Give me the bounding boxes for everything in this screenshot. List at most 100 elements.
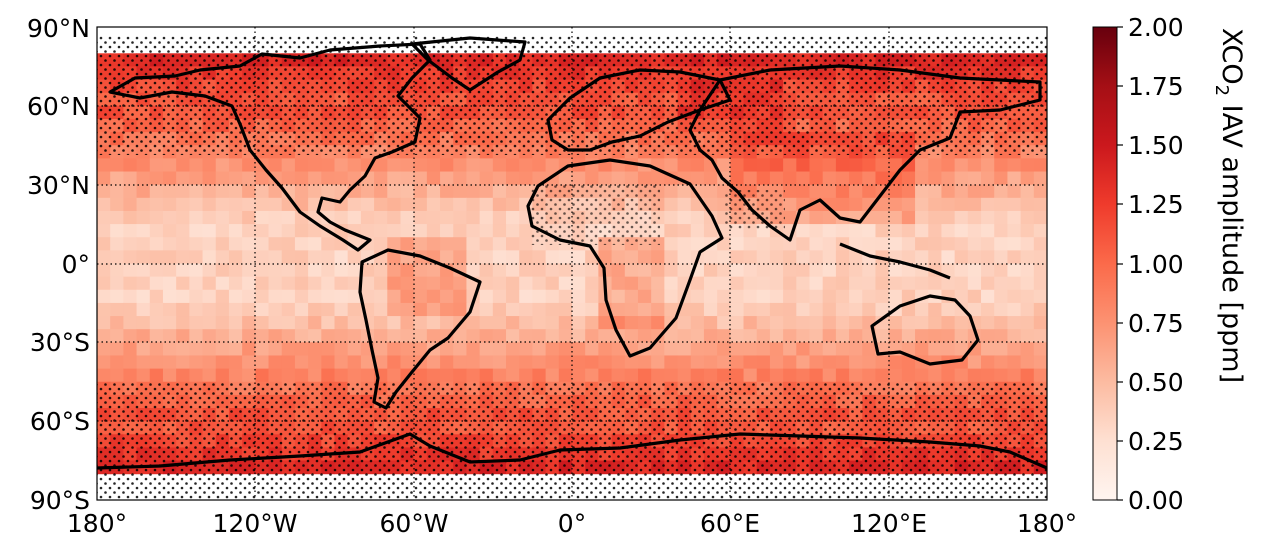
heat-cell — [954, 184, 969, 199]
heat-cell — [268, 158, 283, 173]
heat-cell — [783, 210, 797, 225]
heat-cell — [426, 210, 441, 225]
heat-cell — [1007, 197, 1022, 212]
heat-cell — [110, 368, 124, 383]
heat-cell — [413, 316, 428, 330]
heat-cell — [822, 302, 837, 317]
heat-cell — [110, 316, 124, 330]
heat-cell — [334, 368, 349, 383]
heat-cell — [176, 368, 190, 383]
heat-cell — [862, 289, 876, 304]
heat-cell — [624, 250, 639, 264]
heat-cell — [1033, 210, 1047, 225]
heat-cell — [123, 342, 138, 356]
heat-cell — [677, 158, 692, 173]
heat-cell — [954, 302, 969, 317]
heat-cell — [822, 158, 837, 173]
heat-cell — [242, 329, 256, 343]
heat-cell — [677, 197, 692, 212]
heat-cell — [334, 250, 349, 264]
heat-cell — [479, 276, 494, 291]
heat-cell — [242, 237, 256, 251]
heat-cell — [334, 210, 349, 225]
heat-cell — [334, 329, 349, 343]
heat-cell — [492, 224, 507, 238]
heat-cell — [981, 197, 995, 212]
heat-cell — [453, 237, 467, 251]
heat-cell — [519, 368, 533, 383]
heat-cell — [532, 289, 547, 304]
heat-cell — [901, 368, 916, 383]
heat-cell — [492, 263, 507, 278]
heat-cell — [558, 263, 573, 278]
heat-cell — [888, 197, 903, 212]
heat-cell — [598, 250, 613, 264]
heat-cell — [97, 276, 111, 291]
heat-cell — [492, 197, 507, 212]
coast-indonesia — [839, 242, 951, 280]
heat-cell — [809, 289, 824, 304]
heat-cell — [228, 184, 243, 199]
heat-cell — [162, 289, 177, 304]
heat-cell — [123, 355, 138, 370]
heat-cell — [651, 368, 665, 383]
heat-cell — [242, 355, 256, 370]
heat-cell — [981, 329, 995, 343]
heat-cell — [400, 289, 415, 304]
heat-cell — [255, 210, 270, 225]
heat-cell — [664, 263, 679, 278]
heat-cell — [796, 224, 810, 238]
heat-cell — [690, 316, 705, 330]
heat-cell — [637, 263, 652, 278]
heat-cell — [268, 316, 283, 330]
heat-cell — [176, 171, 190, 186]
heat-cell — [835, 158, 850, 173]
heat-cell — [822, 316, 837, 330]
heat-cell — [149, 289, 164, 304]
heat-cell — [981, 158, 995, 173]
heat-cell — [136, 184, 151, 199]
heat-cell — [928, 184, 942, 199]
heat-cell — [822, 184, 837, 199]
heat-cell — [294, 342, 309, 356]
heat-cell — [901, 184, 916, 199]
heat-cell — [387, 302, 401, 317]
heat-cell — [756, 276, 771, 291]
heat-cell — [1020, 210, 1035, 225]
heat-cell — [1007, 263, 1022, 278]
heat-cell — [149, 302, 164, 317]
heat-cell — [176, 158, 190, 173]
heat-cell — [994, 355, 1008, 370]
heat-cell — [123, 237, 138, 251]
heat-cell — [677, 368, 692, 383]
heat-cell — [321, 368, 335, 383]
heat-cell — [532, 329, 547, 343]
heat-cell — [347, 210, 362, 225]
heat-cell — [624, 355, 639, 370]
y-tick-label: 30°N — [27, 171, 90, 200]
heat-cell — [730, 302, 745, 317]
heat-cell — [466, 197, 481, 212]
heat-cell — [374, 184, 388, 199]
colorbar-tick-label: 1.75 — [1128, 72, 1184, 101]
heat-cell — [360, 355, 375, 370]
heat-cell — [360, 184, 375, 199]
heat-cell — [202, 276, 217, 291]
heat-cell — [453, 184, 467, 199]
heat-cell — [981, 368, 995, 383]
heat-cell — [783, 302, 797, 317]
heat-cell — [783, 316, 797, 330]
heat-cell — [981, 250, 995, 264]
heat-cell — [466, 355, 481, 370]
heat-cell — [941, 250, 956, 264]
heat-cell — [176, 302, 190, 317]
heat-cell — [268, 342, 283, 356]
heat-cell — [294, 289, 309, 304]
heat-cell — [703, 342, 718, 356]
heat-cell — [703, 302, 718, 317]
heat-cell — [202, 171, 217, 186]
heat-cell — [809, 250, 824, 264]
heat-cell — [572, 250, 586, 264]
heat-cell — [374, 355, 388, 370]
heat-cell — [255, 289, 270, 304]
